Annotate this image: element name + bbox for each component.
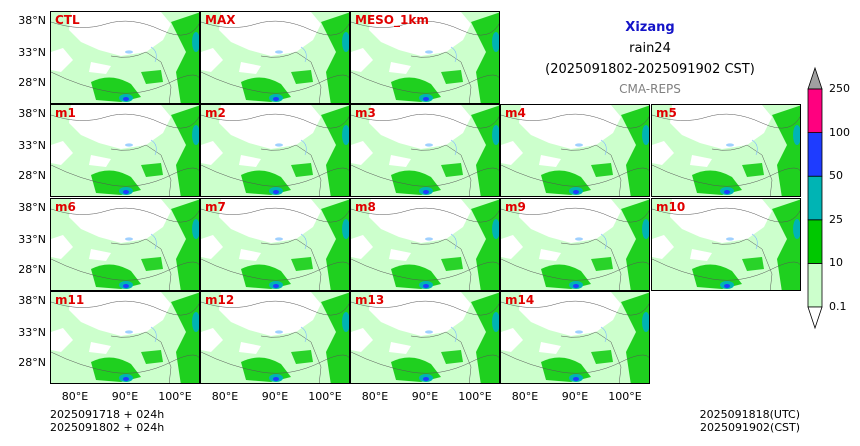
colorbar-level-label: 25 (829, 212, 843, 226)
map-panel-m4: m4 (500, 104, 650, 197)
panel-label: m10 (656, 200, 686, 214)
map-panel-m2: m2 (200, 104, 350, 197)
colorbar-segment (807, 262, 823, 308)
map-panel-max: MAX (200, 11, 350, 104)
colorbar (807, 66, 823, 330)
lon-tick-label: 90°E (411, 390, 439, 403)
map-panel-m10: m10 (651, 198, 801, 291)
colorbar-segment (807, 175, 823, 221)
colorbar-segment (807, 132, 823, 177)
lon-tick-label: 100°E (608, 390, 642, 403)
lon-tick-label: 90°E (561, 390, 589, 403)
lon-tick-label: 100°E (458, 390, 492, 403)
map-panel-m11: m11 (50, 291, 200, 384)
map-panel-m13: m13 (350, 291, 500, 384)
panel-label: m1 (55, 106, 76, 120)
lat-tick-label: 28°N (18, 169, 46, 182)
lat-tick-label: 38°N (18, 201, 46, 214)
footer-right-line2: 2025091902(CST) (700, 421, 800, 434)
lon-tick-label: 80°E (361, 390, 389, 403)
map-panel-m9: m9 (500, 198, 650, 291)
footer-right: 2025091818(UTC) 2025091902(CST) (690, 408, 800, 434)
map-panel-m3: m3 (350, 104, 500, 197)
panel-label: m12 (205, 293, 235, 307)
panel-label: m5 (656, 106, 677, 120)
panel-label: m11 (55, 293, 85, 307)
colorbar-level-label: 250 (829, 82, 850, 95)
lon-tick-label: 80°E (211, 390, 239, 403)
colorbar-level-label: 50 (829, 169, 843, 183)
lon-tick-label: 100°E (158, 390, 192, 403)
lat-tick-label: 33°N (18, 233, 46, 246)
footer-left: 2025091718 + 024h 2025091802 + 024h (50, 408, 164, 434)
colorbar-level-label: 100 (829, 125, 850, 139)
lon-tick-label: 80°E (61, 390, 89, 403)
map-panel-m7: m7 (200, 198, 350, 291)
lon-tick-label: 80°E (511, 390, 539, 403)
lat-tick-label: 33°N (18, 326, 46, 339)
map-panel-m5: m5 (651, 104, 801, 197)
variable-title: rain24 (629, 41, 671, 56)
footer-left-line1: 2025091718 + 024h (50, 408, 165, 421)
time-range-title: (2025091802-2025091902 CST) (545, 62, 755, 77)
footer-left-line2: 2025091802 + 024h (50, 421, 165, 434)
panel-label: CTL (55, 13, 80, 27)
panel-label: m2 (205, 106, 226, 120)
panel-label: MAX (205, 13, 236, 27)
title-block: Xizang rain24 (2025091802-2025091902 CST… (500, 17, 800, 99)
lat-tick-label: 28°N (18, 263, 46, 276)
panel-label: m3 (355, 106, 376, 120)
map-panel-ctl: CTL (50, 11, 200, 104)
panel-label: m7 (205, 200, 226, 214)
map-panel-m1: m1 (50, 104, 200, 197)
map-panel-m14: m14 (500, 291, 650, 384)
lon-tick-label: 90°E (111, 390, 139, 403)
lat-tick-label: 33°N (18, 139, 46, 152)
lat-tick-label: 38°N (18, 14, 46, 27)
colorbar-extend-low (807, 306, 823, 330)
panel-label: m13 (355, 293, 385, 307)
map-panel-meso_1km: MESO_1km (350, 11, 500, 104)
map-panel-m12: m12 (200, 291, 350, 384)
lat-tick-label: 38°N (18, 294, 46, 307)
lon-tick-label: 100°E (308, 390, 342, 403)
colorbar-extend-high (807, 66, 823, 90)
panel-label: MESO_1km (355, 13, 429, 27)
region-title: Xizang (625, 20, 675, 35)
colorbar-segment (807, 219, 823, 264)
lat-tick-label: 38°N (18, 107, 46, 120)
colorbar-level-label: 0.1 (829, 300, 847, 313)
lat-tick-label: 33°N (18, 46, 46, 59)
panel-label: m6 (55, 200, 76, 214)
panel-label: m8 (355, 200, 376, 214)
colorbar-level-label: 10 (829, 256, 843, 270)
map-panel-m8: m8 (350, 198, 500, 291)
lat-tick-label: 28°N (18, 76, 46, 89)
panel-label: m9 (505, 200, 526, 214)
map-panel-m6: m6 (50, 198, 200, 291)
model-title: CMA-REPS (619, 82, 681, 96)
lat-tick-label: 28°N (18, 356, 46, 369)
footer-right-line1: 2025091818(UTC) (699, 408, 800, 421)
panel-label: m4 (505, 106, 526, 120)
lon-tick-label: 90°E (261, 390, 289, 403)
colorbar-segment (807, 88, 823, 133)
panel-label: m14 (505, 293, 535, 307)
